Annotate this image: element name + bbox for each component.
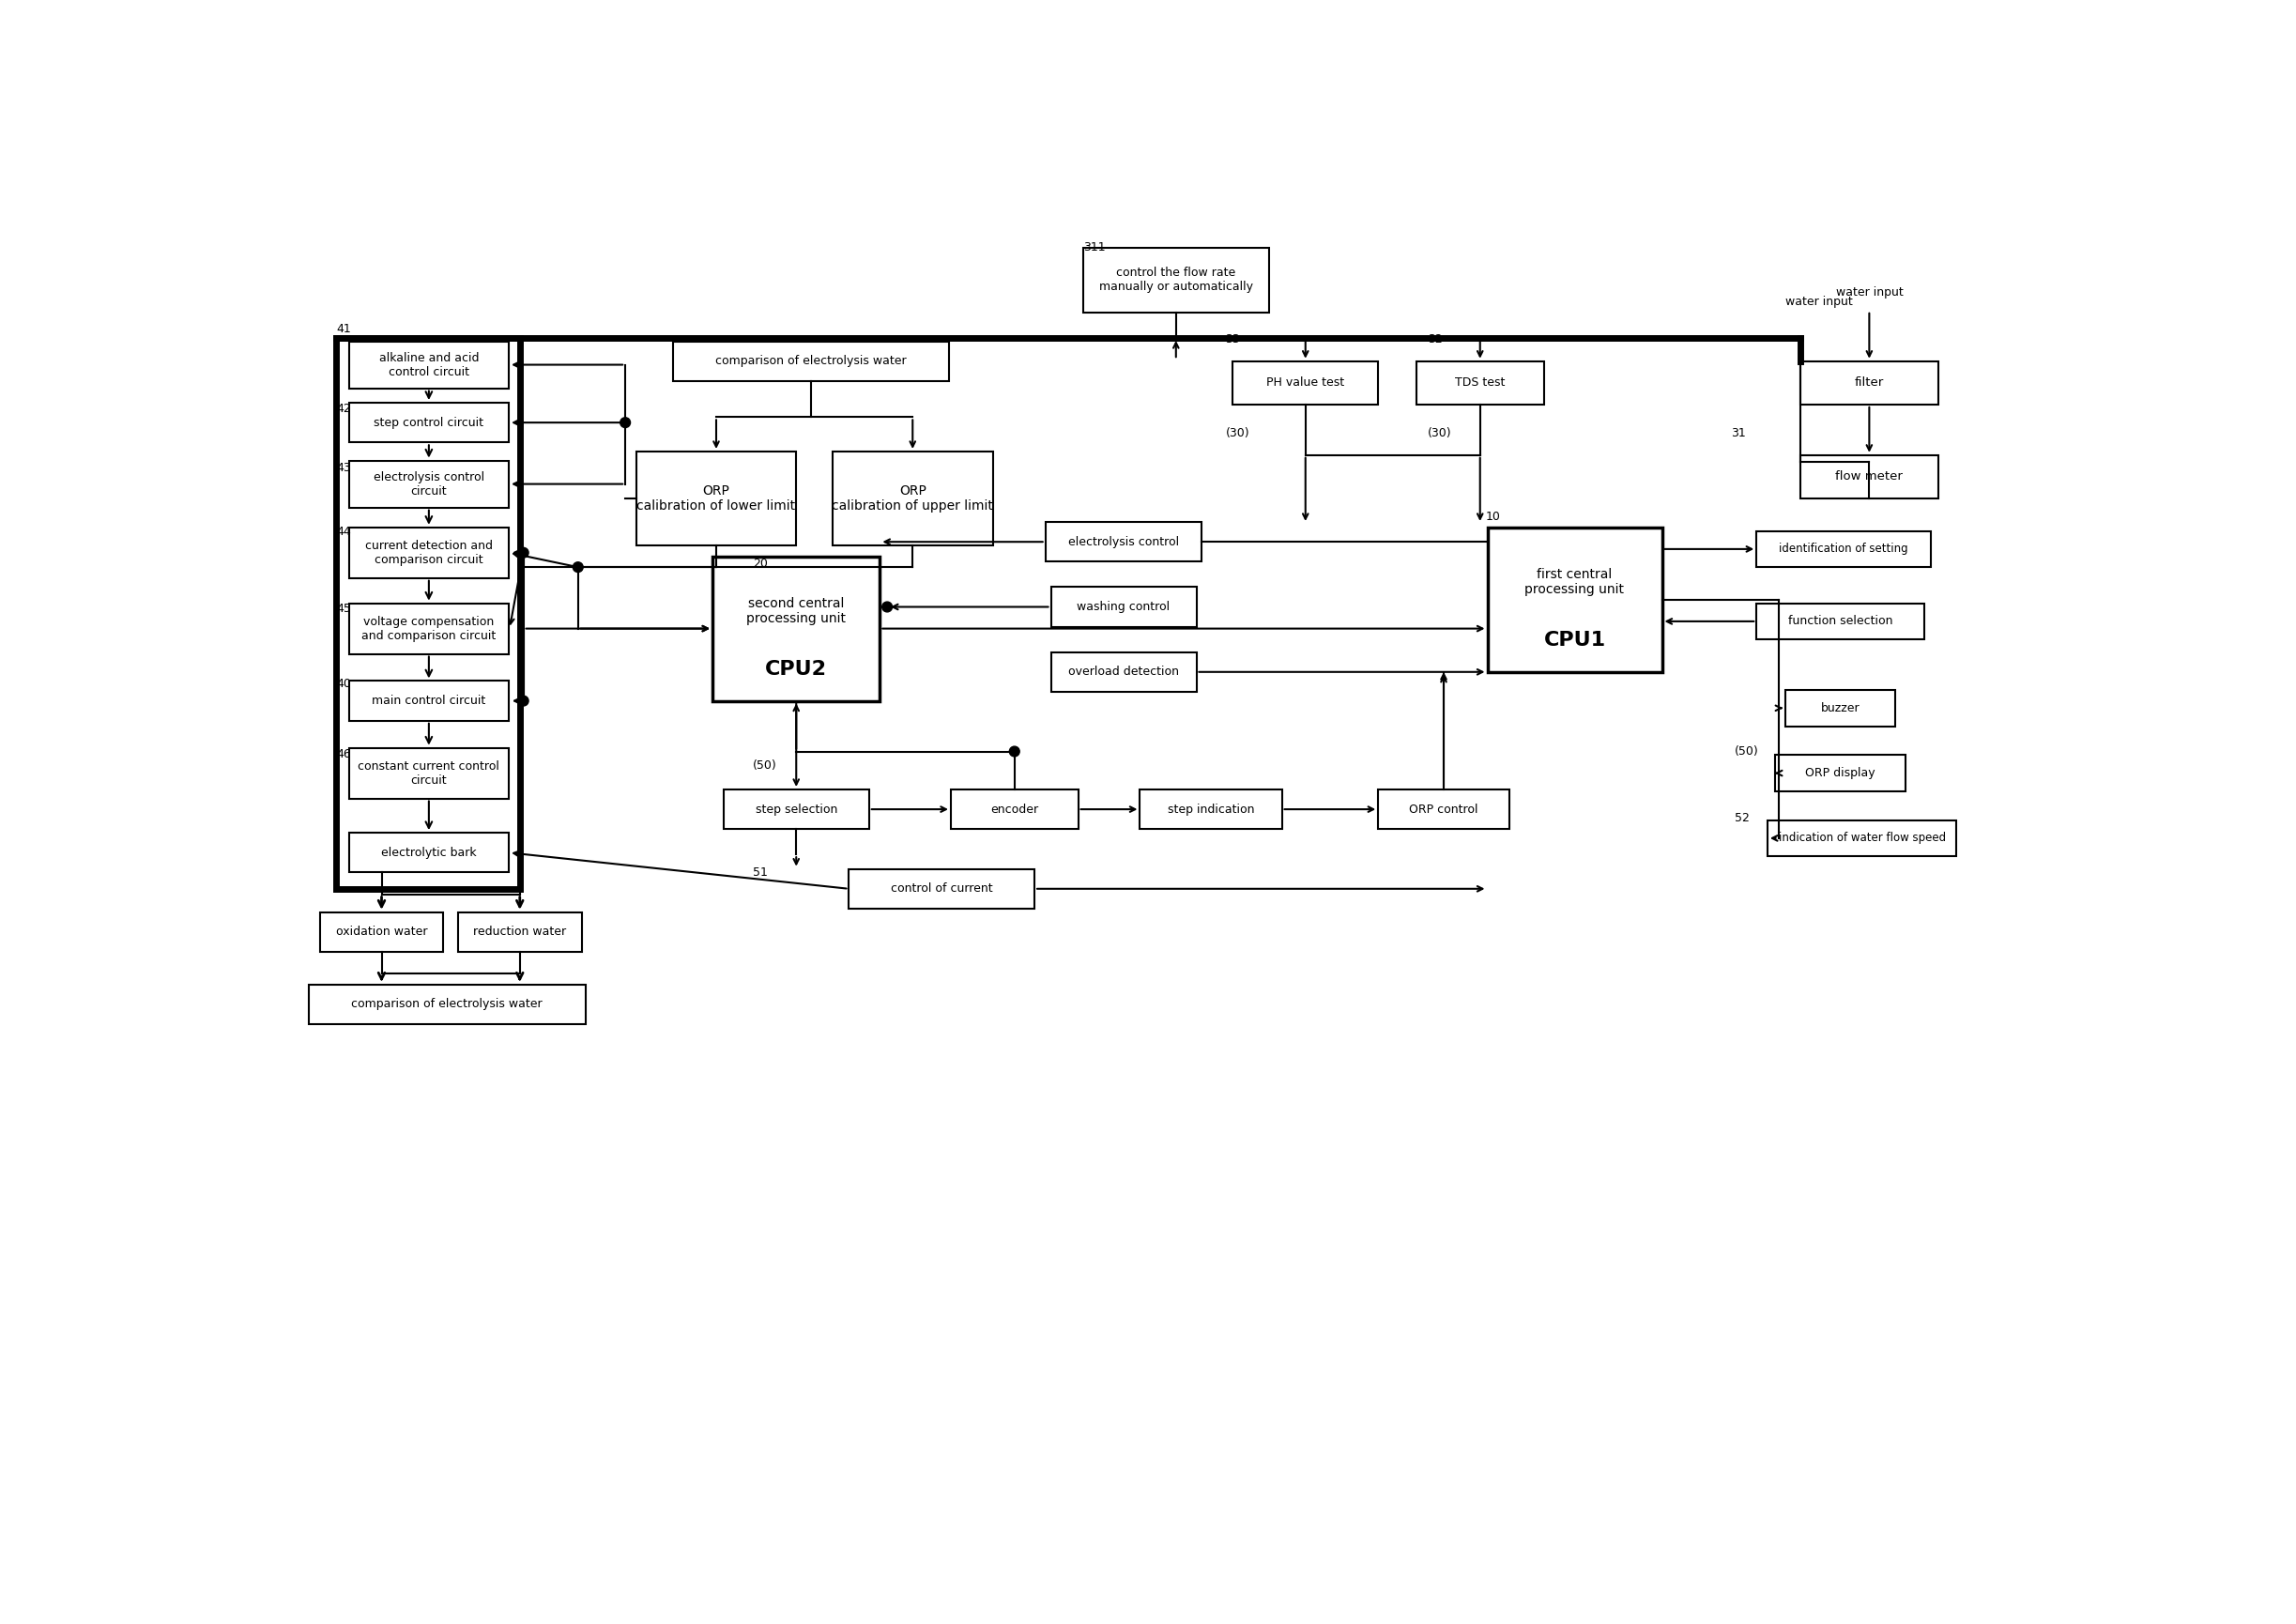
Bar — [1045, 521, 1201, 562]
Text: ORP control: ORP control — [1410, 804, 1479, 815]
Text: 32: 32 — [1428, 333, 1442, 346]
Text: (30): (30) — [1428, 427, 1451, 440]
Bar — [673, 341, 948, 382]
Text: electrolytic bark: electrolytic bark — [381, 846, 478, 859]
Text: electrolysis control
circuit: electrolysis control circuit — [374, 471, 484, 497]
Bar — [1052, 586, 1196, 627]
Circle shape — [574, 562, 583, 572]
Bar — [1233, 361, 1378, 404]
Circle shape — [1010, 747, 1019, 757]
Text: control the flow rate
manually or automatically: control the flow rate manually or automa… — [1100, 266, 1254, 294]
Bar — [850, 869, 1035, 909]
Text: step indication: step indication — [1166, 804, 1254, 815]
Text: TDS test: TDS test — [1456, 377, 1506, 388]
Text: CPU1: CPU1 — [1543, 630, 1605, 650]
Text: (30): (30) — [1226, 427, 1249, 440]
Circle shape — [882, 603, 893, 612]
Bar — [310, 984, 585, 1025]
Text: overload detection: overload detection — [1068, 666, 1178, 679]
Bar — [349, 528, 510, 578]
Text: step selection: step selection — [755, 804, 838, 815]
Bar — [349, 680, 510, 721]
Circle shape — [519, 547, 528, 557]
Text: reduction water: reduction water — [473, 926, 567, 939]
Text: identification of setting: identification of setting — [1779, 542, 1908, 555]
Bar — [349, 747, 510, 799]
Bar — [951, 789, 1079, 830]
Bar — [712, 557, 879, 702]
Bar — [349, 403, 510, 442]
Text: CPU2: CPU2 — [765, 659, 827, 679]
Text: function selection: function selection — [1789, 615, 1892, 627]
Text: 43: 43 — [338, 461, 351, 474]
Text: 20: 20 — [753, 557, 767, 570]
Text: 46: 46 — [338, 749, 351, 760]
Bar — [636, 451, 797, 546]
Text: 42: 42 — [338, 403, 351, 416]
Bar — [1378, 789, 1508, 830]
Text: 311: 311 — [1084, 240, 1107, 253]
Bar — [1756, 603, 1924, 640]
Text: (50): (50) — [1736, 745, 1759, 757]
Bar — [1417, 361, 1543, 404]
Text: water input: water input — [1835, 286, 1903, 299]
Bar — [723, 789, 868, 830]
Circle shape — [620, 417, 631, 427]
Bar — [1775, 755, 1906, 791]
Bar — [1800, 361, 1938, 404]
Text: main control circuit: main control circuit — [372, 695, 487, 706]
Text: current detection and
comparison circuit: current detection and comparison circuit — [365, 539, 494, 565]
Bar — [1756, 531, 1931, 567]
Bar — [1800, 455, 1938, 499]
Bar — [349, 461, 510, 507]
Bar — [1139, 789, 1281, 830]
Bar — [319, 913, 443, 952]
Bar — [1052, 653, 1196, 692]
Text: electrolysis control: electrolysis control — [1068, 536, 1180, 547]
Bar — [1786, 690, 1894, 726]
Text: constant current control
circuit: constant current control circuit — [358, 760, 501, 786]
Text: 31: 31 — [1731, 427, 1745, 440]
Text: water input: water input — [1786, 296, 1853, 309]
Bar — [349, 603, 510, 654]
Text: 45: 45 — [338, 603, 351, 614]
Text: first central
processing unit: first central processing unit — [1525, 568, 1623, 596]
Text: voltage compensation
and comparison circuit: voltage compensation and comparison circ… — [363, 615, 496, 641]
Text: comparison of electrolysis water: comparison of electrolysis water — [716, 356, 907, 367]
Text: ORP display: ORP display — [1805, 767, 1876, 780]
Bar — [1768, 820, 1956, 856]
Text: 51: 51 — [753, 867, 767, 879]
Bar — [833, 451, 992, 546]
Text: indication of water flow speed: indication of water flow speed — [1779, 831, 1945, 844]
Text: ORP
calibration of upper limit: ORP calibration of upper limit — [831, 484, 994, 513]
Text: PH value test: PH value test — [1267, 377, 1345, 388]
Text: encoder: encoder — [990, 804, 1038, 815]
Bar — [349, 341, 510, 388]
Bar — [349, 833, 510, 872]
Text: filter: filter — [1855, 377, 1885, 388]
Text: buzzer: buzzer — [1821, 702, 1860, 715]
Circle shape — [519, 695, 528, 706]
Text: second central
processing unit: second central processing unit — [746, 598, 845, 625]
Text: step control circuit: step control circuit — [374, 416, 484, 429]
Text: oxidation water: oxidation water — [335, 926, 427, 939]
Text: comparison of electrolysis water: comparison of electrolysis water — [351, 999, 542, 1010]
Text: 44: 44 — [338, 526, 351, 538]
Bar — [338, 338, 519, 888]
Bar — [457, 913, 581, 952]
Text: washing control: washing control — [1077, 601, 1171, 612]
Text: 33: 33 — [1226, 333, 1240, 346]
Bar — [1488, 528, 1662, 672]
Text: 41: 41 — [338, 323, 351, 335]
Text: flow meter: flow meter — [1835, 471, 1903, 482]
Text: (50): (50) — [753, 760, 776, 771]
Text: control of current: control of current — [891, 883, 992, 895]
Text: 52: 52 — [1736, 812, 1750, 823]
Text: alkaline and acid
control circuit: alkaline and acid control circuit — [379, 352, 480, 378]
Text: 40: 40 — [338, 677, 351, 690]
Bar — [1084, 247, 1270, 313]
Text: 10: 10 — [1486, 510, 1502, 523]
Text: ORP
calibration of lower limit: ORP calibration of lower limit — [636, 484, 797, 513]
